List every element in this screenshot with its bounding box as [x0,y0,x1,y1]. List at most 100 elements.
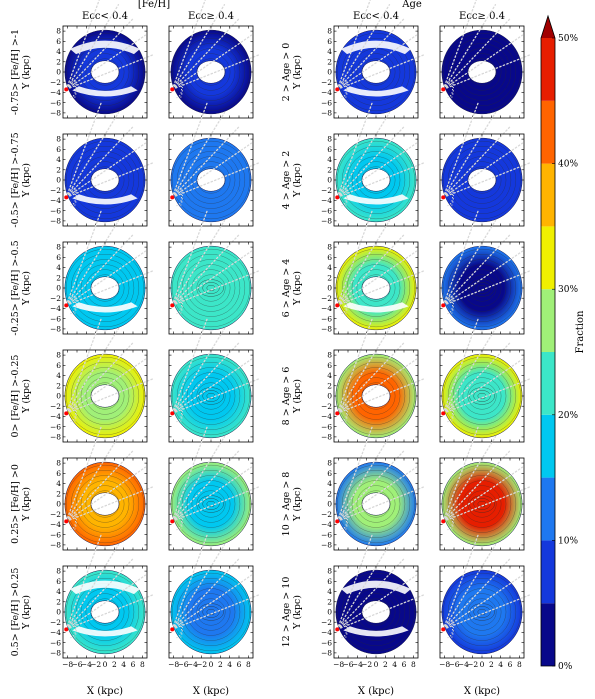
empty-region [90,492,120,516]
group-title-age: Age [401,0,422,10]
y-tick-label: −8 [50,432,61,441]
contour-line [181,43,241,101]
panel-age_ecc_high-2 [439,101,532,227]
x-tick-label: −8 [62,660,73,669]
sightline [171,593,261,631]
x-tick-label: −2 [196,660,207,669]
y-tick-label: −6 [321,206,332,215]
row-label: 6 > Age > 4 [281,259,292,318]
sightline [336,17,406,91]
sightline [336,593,426,631]
contour-line [337,572,415,652]
y-tick-label: 0 [56,176,61,185]
y-tick-label: 2 [56,489,61,498]
contour-line [85,269,125,307]
y-tick-label: −8 [50,216,61,225]
contour-line [351,372,401,420]
y-tick-label: 2 [56,57,61,66]
sightline [65,0,100,91]
sightline [336,125,406,199]
empty-region [361,384,391,408]
y-tick-label: −4 [321,88,332,97]
empty-region [361,492,391,516]
empty-region [70,40,140,55]
y-tick-label: −6 [321,422,332,431]
sightline-arc [70,403,77,423]
empty-region [361,60,391,84]
column-title-3: Ecc< 0.4 [353,11,399,22]
x-tick-label: 8 [140,660,145,669]
sightline [442,142,524,199]
group-title-feh: [Fe/H] [138,0,170,10]
sightline [442,358,524,415]
empty-region [343,86,409,97]
empty-region [90,600,120,624]
panel-feh_ecc_high-1 [168,0,261,119]
contour-line [356,53,396,91]
y-tick-label: 8 [56,459,61,468]
sightline [442,341,512,415]
sightline-arc [74,619,77,638]
y-tick-label: 6 [56,361,61,370]
panel-age_ecc_high-3 [439,209,532,335]
sightline-arc [180,187,183,206]
x-tick-label: 2 [383,660,388,669]
y-axis-label: Y (kpc) [21,379,32,414]
sightline [336,209,373,307]
contour-line [85,161,125,199]
sightline [65,574,147,631]
contour-line [457,156,507,204]
colorbar-tick-label: 50% [558,34,578,44]
sightline [65,161,155,199]
y-tick-label: −8 [321,324,332,333]
sightline [171,209,208,307]
empty-region [90,168,120,192]
row-label: -0.25> [Fe/H] >-0.5 [10,240,21,335]
empty-region [341,580,411,595]
sightline [442,3,497,91]
contour-line [462,485,502,523]
y-tick-label: 4 [327,371,332,380]
y-tick-label: 0 [56,68,61,77]
contour-line [462,161,502,199]
row-label: 0.5> [Fe/H] >0.25 [10,568,21,657]
empty-region [72,86,138,97]
y-tick-label: 6 [56,577,61,586]
empty-region [72,302,138,313]
y-tick-label: 4 [327,155,332,164]
y-tick-label: 0 [327,392,332,401]
row-label: 4 > Age > 2 [281,151,292,210]
contour-line [70,470,140,538]
sightline [65,341,135,415]
x-tick-label: −8 [439,660,450,669]
panel-age_ecc_high-5 [439,425,532,551]
colorbar-segment [541,226,555,290]
contour-line [66,32,144,112]
sightline [171,101,208,199]
sightline-arc [176,403,183,423]
contour-line [337,356,415,436]
contour-line [80,480,130,528]
y-axis-label: Y (kpc) [21,163,32,198]
x-tick-label: 2 [218,660,223,669]
sightline [442,53,532,91]
sightline [171,543,226,631]
y-tick-label: −6 [50,98,61,107]
sun-marker [335,303,340,308]
sightline-arc [451,619,454,638]
sightline-arc [341,187,348,207]
y-tick-label: 0 [56,392,61,401]
y-tick-label: −6 [321,530,332,539]
y-tick-label: −6 [321,638,332,647]
contour-line [85,53,125,91]
empty-region [343,626,409,637]
y-tick-label: 6 [56,37,61,46]
sightline-arc [447,187,454,207]
sightline-arc [176,295,183,315]
y-tick-label: −4 [50,628,61,637]
x-tick-label: 0 [209,660,214,669]
colorbar-segment [541,603,555,666]
row-label: 12 > Age > 10 [281,577,292,648]
y-tick-label: −8 [50,648,61,657]
